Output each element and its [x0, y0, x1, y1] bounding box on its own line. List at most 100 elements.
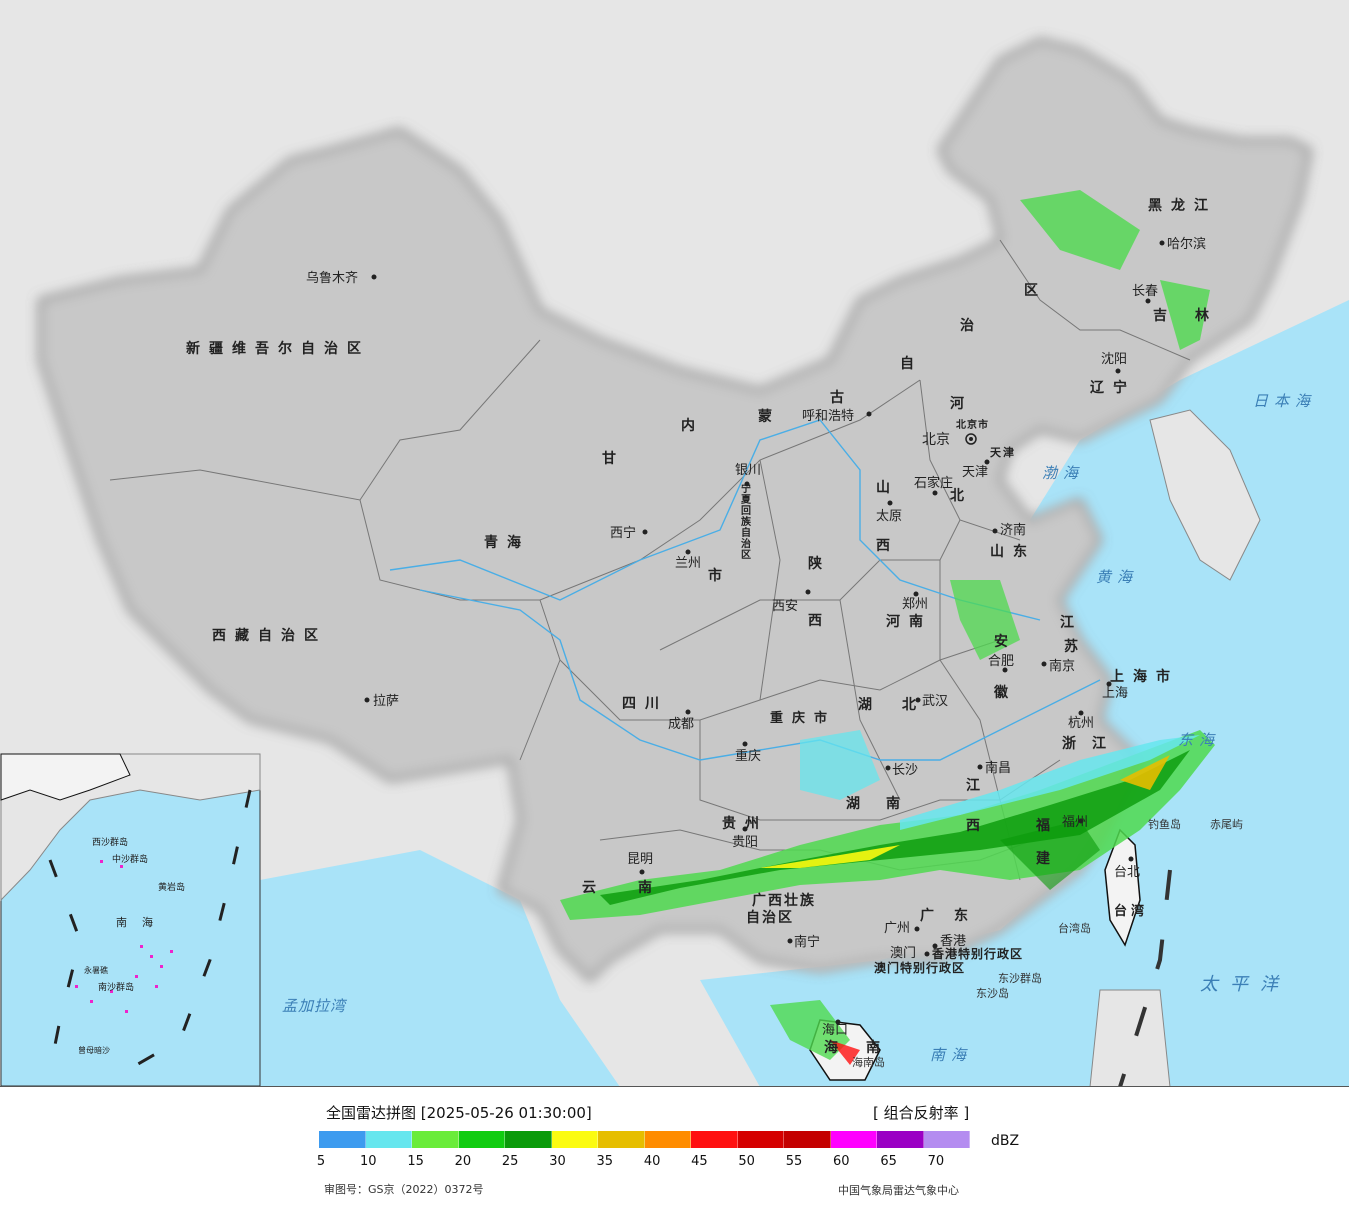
- color-swatch: [784, 1131, 831, 1148]
- province-label-ningxia: 宁夏回族自治区: [740, 482, 752, 561]
- inset-label: 南: [116, 916, 127, 929]
- province-label-hui: 徽: [993, 684, 1017, 701]
- province-label-guang: 广: [920, 907, 943, 924]
- color-swatch: [737, 1131, 784, 1148]
- island-labels: 钓鱼岛 赤尾屿 台湾岛 东沙群岛 东沙岛 海南岛: [852, 817, 1243, 1069]
- province-label-zhe: 浙: [1062, 735, 1085, 752]
- province-label-jian: 建: [1036, 850, 1059, 867]
- svg-text:赤尾屿: 赤尾屿: [1210, 818, 1243, 831]
- inset-label: 曾母暗沙: [78, 1045, 110, 1055]
- city-chongqing[interactable]: 重庆: [735, 741, 761, 765]
- province-label-henan: 河南: [886, 613, 932, 630]
- city-shanghai[interactable]: 上海: [1102, 681, 1128, 702]
- city-taiyuan[interactable]: 太原: [876, 500, 902, 525]
- city-nanning[interactable]: 南宁: [787, 934, 821, 950]
- province-label-shaan: 陕: [808, 555, 831, 572]
- scale-tick-label: 60: [833, 1154, 850, 1169]
- city-kunming[interactable]: 昆明: [627, 852, 653, 875]
- city-changsha[interactable]: 长沙: [885, 763, 919, 778]
- city-beijing[interactable]: 北京: [922, 432, 977, 448]
- scale-tick-label: 15: [407, 1154, 424, 1169]
- radar-map[interactable]: 南 海 中沙群岛 黄岩岛 西沙群岛 南沙群岛 永暑礁 曾母暗沙 新疆维吾尔自治区…: [0, 0, 1349, 1087]
- city-xining[interactable]: 西宁: [610, 525, 648, 541]
- svg-text:沈阳: 沈阳: [1101, 352, 1127, 367]
- scale-tick-label: 10: [360, 1154, 377, 1169]
- svg-text:黄海: 黄海: [1096, 568, 1138, 586]
- province-label-shan: 山: [876, 480, 899, 496]
- province-label-bei2: 北: [902, 697, 925, 713]
- city-fuzhou[interactable]: 福州: [1062, 815, 1088, 830]
- province-label-taiwan: 台湾: [1114, 903, 1148, 919]
- city-urumqi[interactable]: 乌鲁木齐: [306, 270, 377, 286]
- province-label-shanghai: 上海市: [1110, 668, 1179, 685]
- inset-label: 中沙群岛: [112, 853, 148, 865]
- city-macau[interactable]: 澳门: [890, 945, 930, 961]
- scale-tick-label: 50: [738, 1154, 755, 1169]
- color-swatch: [923, 1131, 970, 1148]
- city-harbin[interactable]: 哈尔滨: [1159, 236, 1207, 252]
- city-hongkong[interactable]: 香港: [932, 934, 967, 949]
- province-label-hainan: 海: [824, 1039, 847, 1056]
- province-label-macau: 澳门特别行政区: [874, 960, 965, 975]
- svg-text:北京: 北京: [922, 432, 950, 448]
- svg-text:太原: 太原: [876, 509, 902, 524]
- sea-labels: 日本海 渤海 黄海 东海 南海 太平洋 孟加拉湾: [282, 392, 1310, 1064]
- city-haikou[interactable]: 海口: [822, 1019, 848, 1039]
- province-label-yun: 云: [582, 880, 605, 896]
- map-canvas[interactable]: 南 海 中沙群岛 黄岩岛 西沙群岛 南沙群岛 永暑礁 曾母暗沙 新疆维吾尔自治区…: [0, 0, 1349, 1087]
- province-label-beijing: 北京市: [956, 418, 989, 431]
- province-label-guizhou: 贵州: [722, 815, 768, 832]
- province-label-meng: 蒙: [758, 408, 781, 425]
- city-zhengzhou[interactable]: 郑州: [902, 591, 928, 613]
- city-tianjin[interactable]: 天津: [962, 459, 990, 481]
- svg-text:上海: 上海: [1102, 686, 1128, 701]
- city-shijiazhuang[interactable]: 石家庄: [914, 475, 953, 496]
- city-jinan[interactable]: 济南: [992, 522, 1027, 538]
- svg-text:太平洋: 太平洋: [1200, 974, 1290, 995]
- city-hangzhou[interactable]: 杭州: [1068, 710, 1094, 732]
- bay-of-bengal: [260, 850, 620, 1086]
- province-label-zhi: 治: [960, 317, 983, 334]
- city-guiyang[interactable]: 贵阳: [732, 826, 758, 851]
- svg-text:台湾岛: 台湾岛: [1058, 921, 1091, 935]
- svg-text:南京: 南京: [1049, 658, 1075, 674]
- svg-text:福州: 福州: [1062, 815, 1088, 830]
- city-wuhan[interactable]: 武汉: [915, 694, 949, 709]
- city-changchun[interactable]: 长春: [1132, 284, 1158, 304]
- legend-title: 全国雷达拼图 [2025-05-26 01:30:00]: [326, 1104, 592, 1122]
- svg-text:南昌: 南昌: [985, 760, 1011, 776]
- svg-text:合肥: 合肥: [988, 654, 1014, 669]
- province-label-gu: 古: [830, 389, 853, 406]
- city-taipei[interactable]: 台北: [1114, 856, 1140, 881]
- province-label-jiang3: 江: [966, 777, 989, 794]
- city-lhasa[interactable]: 拉萨: [364, 694, 400, 709]
- svg-text:长沙: 长沙: [892, 763, 918, 778]
- svg-text:石家庄: 石家庄: [914, 475, 953, 491]
- city-hefei[interactable]: 合肥: [988, 654, 1014, 673]
- province-label-ji: 吉: [1153, 307, 1176, 324]
- color-swatch: [644, 1131, 691, 1148]
- city-chengdu[interactable]: 成都: [668, 709, 694, 733]
- south-china-sea-inset[interactable]: 南 海 中沙群岛 黄岩岛 西沙群岛 南沙群岛 永暑礁 曾母暗沙: [0, 753, 261, 1086]
- province-label-xizang: 西藏自治区: [212, 627, 327, 644]
- rivers: [389, 419, 1101, 761]
- scale-tick-label: 5: [316, 1154, 326, 1169]
- svg-text:南宁: 南宁: [794, 934, 820, 950]
- svg-text:呼和浩特: 呼和浩特: [802, 409, 854, 424]
- svg-text:天津: 天津: [962, 465, 988, 480]
- province-label-fu: 福: [1035, 817, 1059, 834]
- city-nanchang[interactable]: 南昌: [977, 760, 1012, 776]
- city-xian[interactable]: 西安: [772, 589, 811, 615]
- city-nanjing[interactable]: 南京: [1041, 658, 1076, 674]
- map-approval-number: 审图号：GS京（2022）0372号: [324, 1183, 484, 1196]
- city-hohhot[interactable]: 呼和浩特: [802, 409, 872, 424]
- city-guangzhou[interactable]: 广州: [884, 921, 920, 936]
- city-yinchuan[interactable]: 银川: [735, 463, 761, 487]
- province-label-su: 苏: [1064, 638, 1087, 655]
- inset-label: 南沙群岛: [98, 981, 134, 993]
- city-shenyang[interactable]: 沈阳: [1101, 352, 1127, 374]
- city-lanzhou[interactable]: 兰州: [675, 549, 701, 572]
- scale-tick-label: 70: [927, 1154, 945, 1169]
- maritime-boundary: [1118, 869, 1172, 1086]
- svg-text:香港: 香港: [940, 934, 966, 949]
